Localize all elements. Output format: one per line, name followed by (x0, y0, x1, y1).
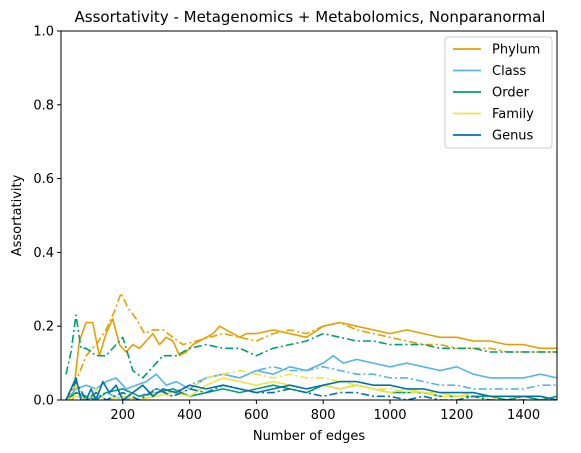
legend-label-phylum: Phylum (492, 43, 540, 58)
x-tick-label: 800 (311, 408, 336, 423)
legend-box (444, 36, 553, 149)
legend: Phylum Class Order Family Genus (444, 36, 553, 149)
y-tick-label: 0.8 (33, 98, 54, 113)
x-tick-label: 600 (244, 408, 269, 423)
y-axis-title: Assortativity (10, 174, 25, 256)
y-tick-label: 0.0 (33, 394, 54, 409)
x-axis-title: Number of edges (253, 429, 366, 444)
legend-label-order: Order (492, 86, 530, 101)
legend-label-class: Class (492, 64, 526, 79)
plot-frame (60, 30, 558, 401)
x-tick-label: 200 (110, 408, 135, 423)
x-tick-label: 1200 (440, 408, 473, 423)
series-layer (65, 292, 557, 400)
x-tick-label: 400 (177, 408, 202, 423)
series-line-phylum-solid (66, 317, 557, 400)
y-tick-label: 0.2 (33, 320, 54, 335)
y-tick-label: 0.6 (33, 172, 54, 187)
series-line-family-dashdot (65, 369, 557, 400)
legend-label-genus: Genus (492, 129, 534, 144)
ticks-layer: 200 400 600 800 1000 1200 1400 0.0 0.2 0.4 0.6 0.8 1… (33, 25, 540, 424)
series-line-class-solid (65, 354, 557, 400)
series-line-order-dashdot (65, 314, 557, 379)
legend-label-family: Family (492, 107, 534, 122)
y-tick-label: 0.4 (33, 246, 54, 261)
series-line-phylum-dashdot (65, 292, 557, 400)
chart-title: Assortativity - Metagenomics + Metabolom… (75, 8, 546, 26)
y-tick-label: 1.0 (33, 25, 54, 40)
series-line-class-dashdot (65, 365, 557, 400)
x-tick-label: 1400 (507, 408, 540, 423)
x-tick-label: 1000 (373, 408, 406, 423)
